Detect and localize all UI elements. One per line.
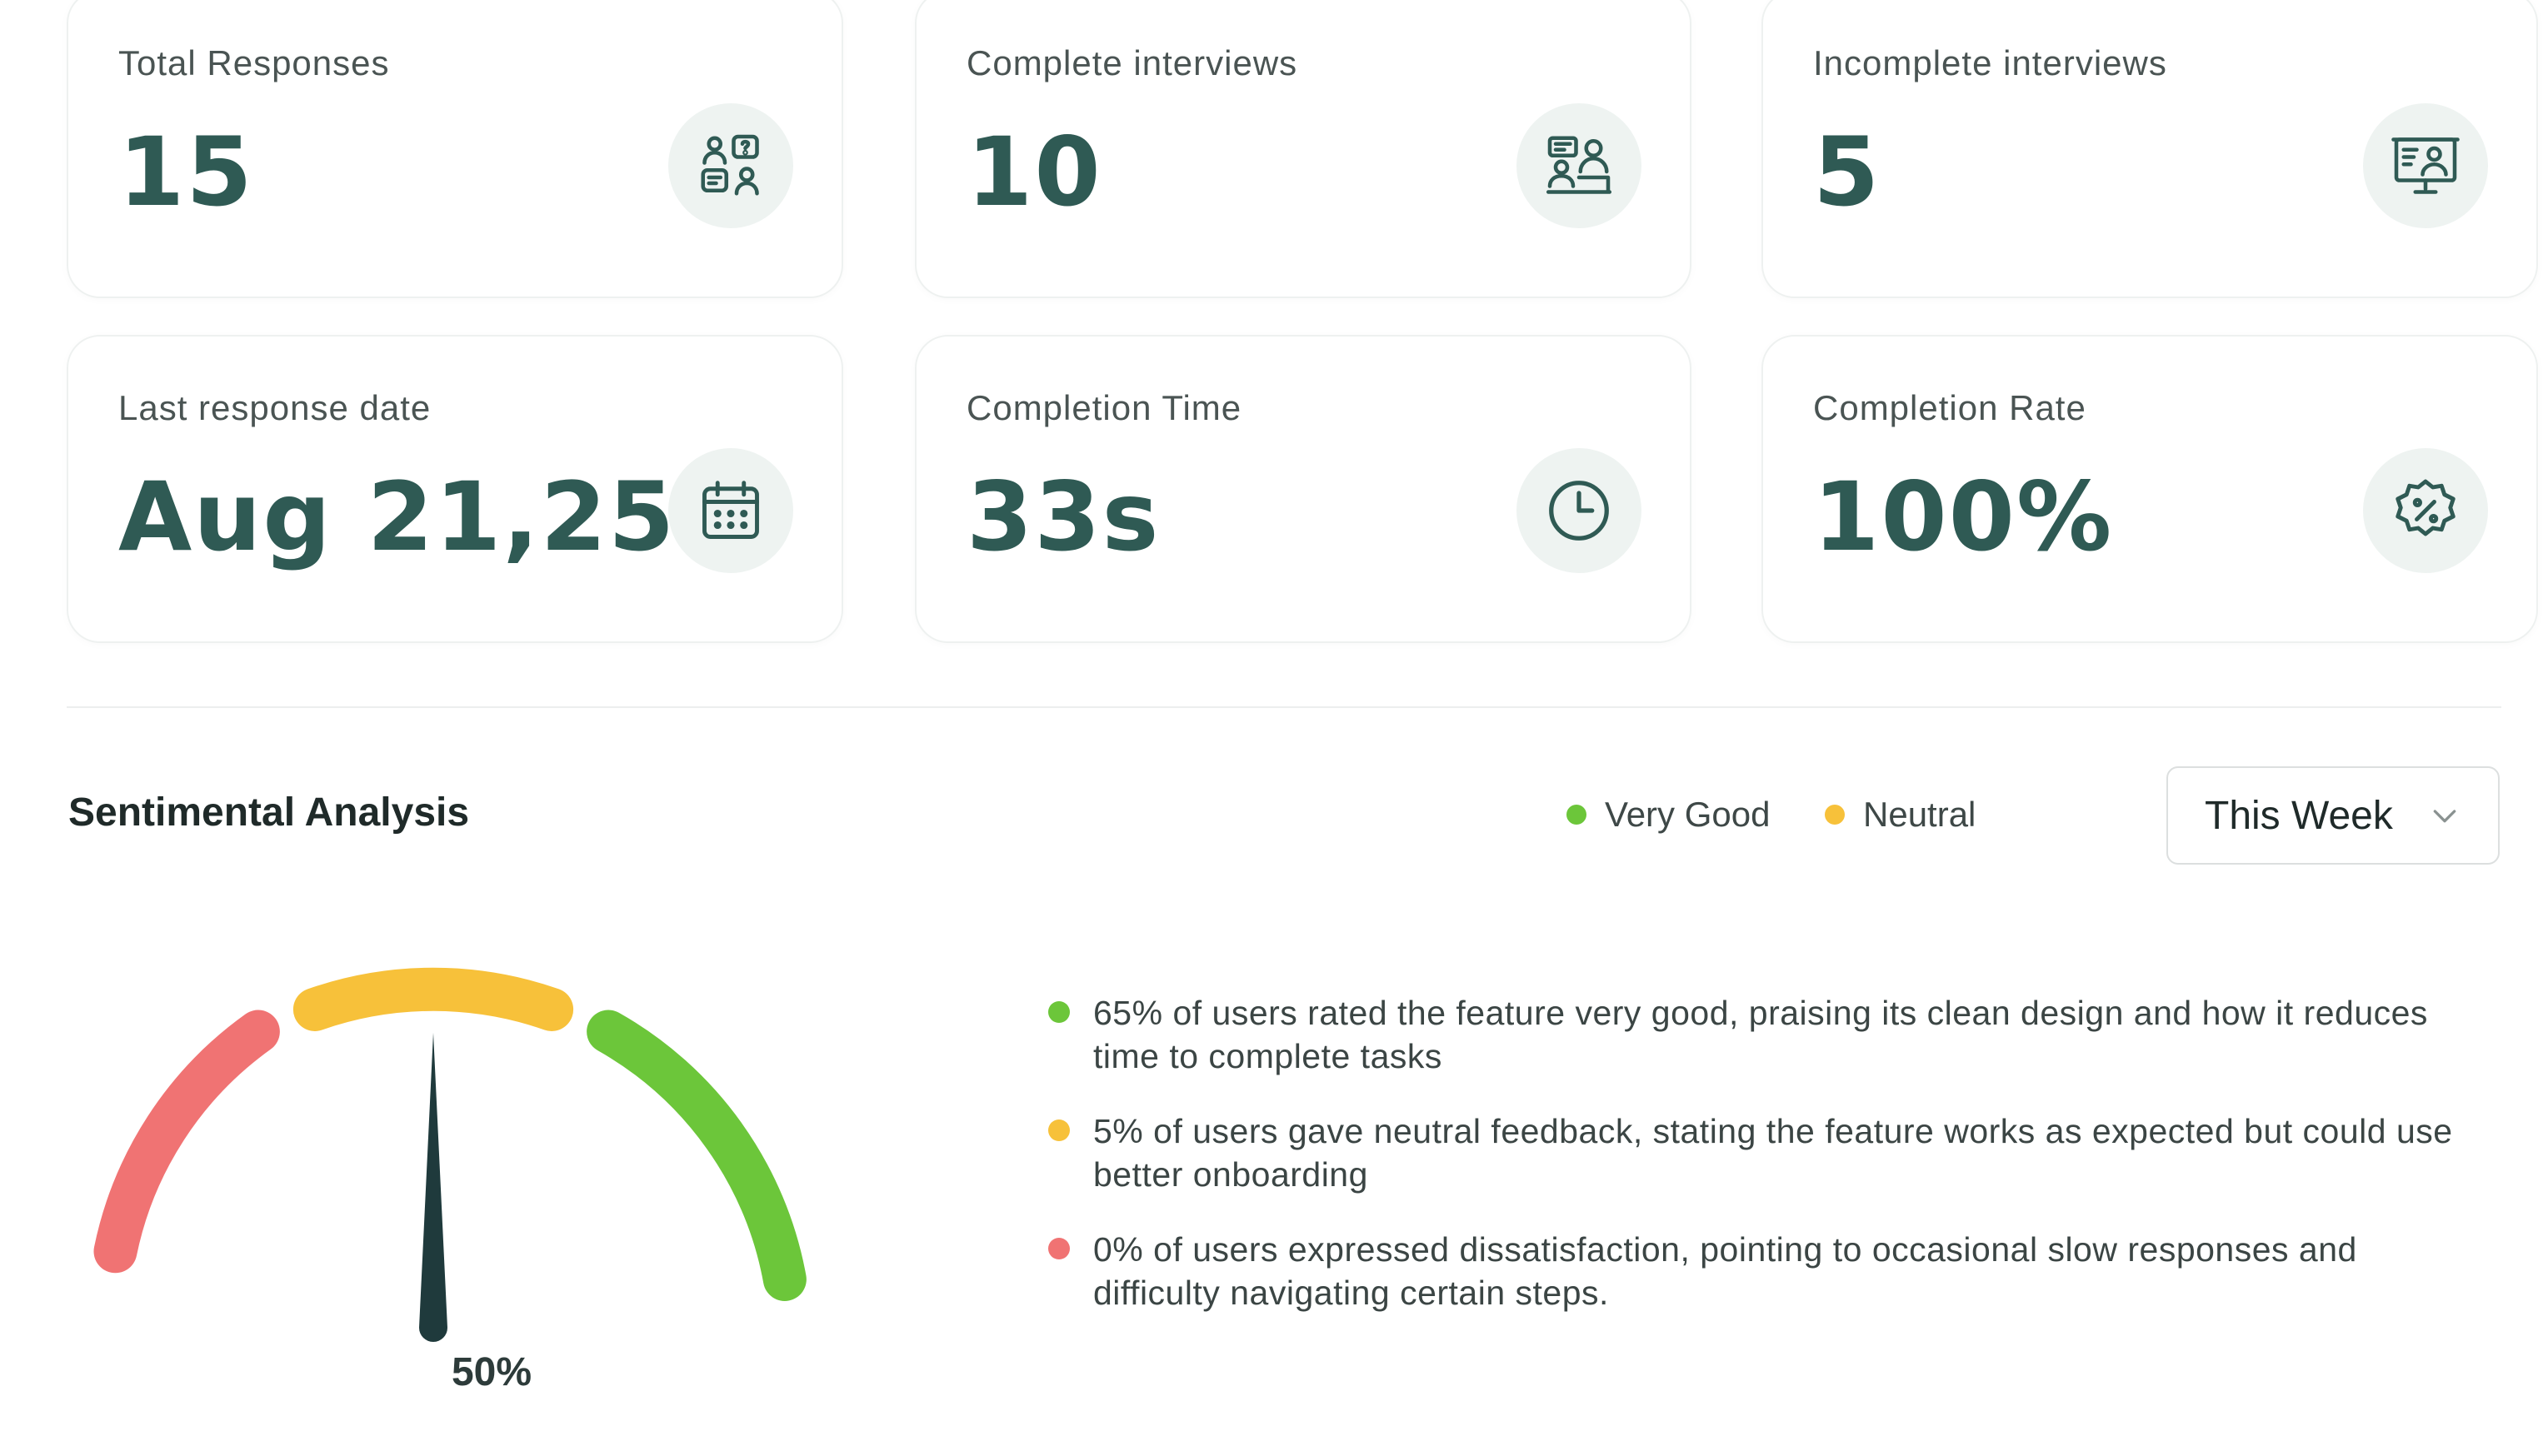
legend-item-neutral: Neutral bbox=[1825, 795, 1976, 835]
interview-icon bbox=[1516, 103, 1641, 228]
gauge-value: 50% bbox=[451, 1350, 532, 1394]
list-item: 5% of users gave neutral feedback, stati… bbox=[1048, 1109, 2465, 1196]
insight-text: 0% of users expressed dissatisfaction, p… bbox=[1093, 1230, 2357, 1312]
chevron-down-icon bbox=[2433, 810, 2456, 823]
insight-text: 65% of users rated the feature very good… bbox=[1093, 994, 2428, 1075]
stat-card-incomplete-interviews: Incomplete interviews 5 bbox=[1761, 0, 2538, 298]
stat-label: Completion Rate bbox=[1813, 388, 2086, 427]
stat-value: 100% bbox=[1813, 461, 2114, 572]
stat-card-last-response-date: Last response date Aug 21,25 bbox=[67, 335, 843, 643]
percent-badge-icon bbox=[2363, 448, 2488, 573]
bullet-dot bbox=[1048, 1001, 1070, 1023]
bullet-dot bbox=[1048, 1119, 1070, 1141]
stat-card-total-responses: Total Responses 15 bbox=[67, 0, 843, 298]
stat-label: Completion Time bbox=[967, 388, 1242, 427]
stat-value: 10 bbox=[967, 117, 1102, 227]
insights-list: 65% of users rated the feature very good… bbox=[1048, 991, 2465, 1346]
list-item: 65% of users rated the feature very good… bbox=[1048, 991, 2465, 1078]
gauge-segment-neutral bbox=[292, 967, 574, 1031]
stat-value: Aug 21,25 bbox=[118, 461, 677, 572]
period-select-value: This Week bbox=[2205, 793, 2393, 838]
insight-text: 5% of users gave neutral feedback, stati… bbox=[1093, 1112, 2453, 1194]
gauge-needle bbox=[419, 1033, 447, 1342]
stat-card-completion-rate: Completion Rate 100% bbox=[1761, 335, 2538, 643]
presentation-icon bbox=[2363, 103, 2488, 228]
gauge-segment-negative bbox=[93, 1010, 280, 1274]
stat-label: Complete interviews bbox=[967, 43, 1298, 82]
stat-card-complete-interviews: Complete interviews 10 bbox=[915, 0, 1691, 298]
list-item: 0% of users expressed dissatisfaction, p… bbox=[1048, 1228, 2465, 1314]
legend-item-very-good: Very Good bbox=[1566, 795, 1770, 835]
sentiment-gauge bbox=[93, 967, 807, 1342]
legend-dot bbox=[1566, 805, 1586, 825]
stat-label: Total Responses bbox=[118, 43, 390, 82]
stat-label: Incomplete interviews bbox=[1813, 43, 2167, 82]
section-divider bbox=[67, 706, 2501, 708]
stat-value: 33s bbox=[967, 461, 1161, 572]
section-title: Sentimental Analysis bbox=[68, 790, 470, 835]
stat-label: Last response date bbox=[118, 388, 432, 427]
legend-label: Neutral bbox=[1863, 795, 1976, 834]
bullet-dot bbox=[1048, 1238, 1070, 1259]
period-select[interactable]: This Week bbox=[2166, 766, 2500, 865]
users-question-icon bbox=[668, 103, 793, 228]
gauge-segment-positive bbox=[587, 1010, 807, 1301]
stat-value: 5 bbox=[1813, 117, 1881, 227]
clock-icon bbox=[1516, 448, 1641, 573]
legend-dot bbox=[1825, 805, 1845, 825]
legend-label: Very Good bbox=[1605, 795, 1771, 834]
stat-value: 15 bbox=[118, 117, 254, 227]
stat-card-completion-time: Completion Time 33s bbox=[915, 335, 1691, 643]
calendar-icon bbox=[668, 448, 793, 573]
